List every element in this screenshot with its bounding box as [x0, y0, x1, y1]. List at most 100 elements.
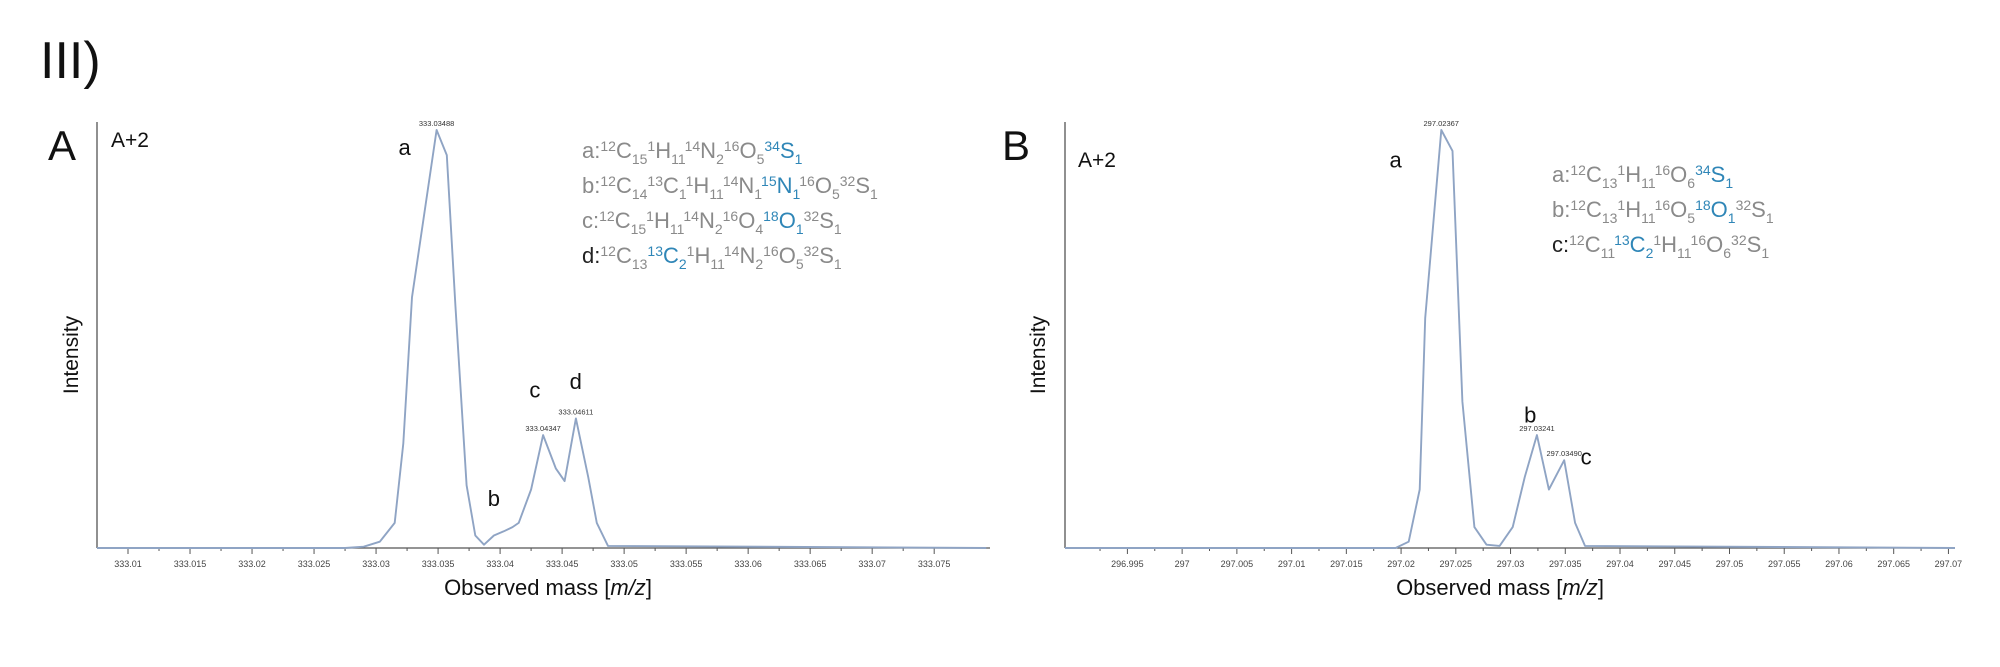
formula-part: 16: [1691, 232, 1707, 248]
formula-part: 16: [799, 173, 815, 189]
formula-part: 1: [795, 151, 803, 167]
x-tick-label: 297.07: [1935, 559, 1963, 569]
formula-part: O: [1670, 197, 1687, 222]
formula-part: 16: [1655, 197, 1671, 213]
corner-label-b: A+2: [1078, 149, 1116, 172]
formula-part: C: [616, 243, 632, 268]
formula-part: 1: [647, 138, 655, 154]
x-tick-label: 297.055: [1768, 559, 1801, 569]
formula-part: H: [655, 138, 671, 163]
panel-label-a: A: [48, 122, 76, 169]
x-tick-label: 297.06: [1825, 559, 1853, 569]
formula-part: 1: [686, 173, 694, 189]
formula-part: 32: [1736, 197, 1752, 213]
figure-label: III): [40, 32, 101, 90]
formula-part: 14: [683, 208, 699, 224]
formula-part: 1: [796, 221, 804, 237]
formula-part: 12: [600, 173, 616, 189]
formula-part: C: [1585, 232, 1601, 257]
formula-part: 11: [710, 256, 725, 272]
x-tick-label: 333.03: [362, 559, 390, 569]
formula-part: 1: [1653, 232, 1661, 248]
formula-part: O: [1670, 162, 1687, 187]
formula-part: 1: [834, 256, 842, 272]
x-tick-label: 333.05: [610, 559, 638, 569]
formula-part: 13: [647, 173, 663, 189]
x-tick-label: 333.065: [794, 559, 827, 569]
formula-part: 11: [670, 221, 685, 237]
formula-part: N: [777, 173, 793, 198]
formula-part: 16: [724, 138, 740, 154]
legend-entry-d: d:12C1313C21H1114N216O532S1: [582, 243, 842, 272]
formula-part: 15: [631, 221, 647, 237]
formula-part: b:: [1552, 197, 1570, 222]
formula-part: S: [1751, 197, 1766, 222]
formula-part: 12: [600, 138, 616, 154]
formula-part: 13: [1614, 232, 1630, 248]
formula-part: 4: [755, 221, 763, 237]
legend-a: a:12C151H1114N216O534S1b:12C1413C11H1114…: [582, 138, 878, 272]
formula-part: C: [663, 173, 679, 198]
formula-part: 16: [723, 208, 739, 224]
formula-part: C: [1630, 232, 1646, 257]
formula-part: 1: [1617, 197, 1625, 213]
formula-part: S: [855, 173, 870, 198]
formula-part: 14: [723, 173, 739, 189]
formula-part: 32: [804, 208, 820, 224]
formula-part: 5: [757, 151, 765, 167]
formula-part: 12: [1570, 162, 1586, 178]
formula-part: S: [780, 138, 795, 163]
x-tick-label: 297.025: [1440, 559, 1473, 569]
formula-part: 12: [599, 208, 615, 224]
x-tick-label: 297.005: [1221, 559, 1254, 569]
formula-part: O: [779, 208, 796, 233]
formula-part: 15: [761, 173, 777, 189]
x-tick-label: 333.04: [486, 559, 514, 569]
x-tick-label: 333.015: [174, 559, 207, 569]
peak-mass-label: 297.02367: [1424, 119, 1459, 128]
x-axis-label-b: Observed mass [m/z]: [1396, 575, 1604, 600]
formula-part: N: [739, 243, 755, 268]
formula-part: 5: [832, 186, 840, 202]
formula-part: 13: [1602, 210, 1618, 226]
x-axis-label-text: Observed mass: [1396, 575, 1550, 600]
formula-part: 34: [764, 138, 780, 154]
formula-part: O: [815, 173, 832, 198]
peak-letter-a: a: [398, 135, 411, 160]
x-axis-label-text: Observed mass: [444, 575, 598, 600]
formula-part: O: [1711, 197, 1728, 222]
formula-part: S: [819, 208, 834, 233]
formula-part: 18: [763, 208, 779, 224]
y-axis-label-b: Intensity: [1027, 315, 1050, 394]
formula-part: c:: [1552, 232, 1569, 257]
formula-part: 32: [840, 173, 856, 189]
legend-entry-b: b:12C1413C11H1114N115N116O532S1: [582, 173, 878, 202]
formula-part: H: [1625, 162, 1641, 187]
formula-part: 12: [1570, 197, 1586, 213]
formula-part: 11: [1641, 175, 1656, 191]
formula-part: 1: [1725, 175, 1733, 191]
formula-part: N: [700, 138, 716, 163]
formula-part: C: [663, 243, 679, 268]
formula-part: H: [1661, 232, 1677, 257]
panel-b: B A+2 Intensity Observed mass [m/z] 296.…: [1002, 119, 1962, 600]
formula-part: 34: [1695, 162, 1711, 178]
formula-part: N: [699, 208, 715, 233]
x-tick-label: 296.995: [1111, 559, 1144, 569]
x-tick-label: 297.045: [1658, 559, 1691, 569]
peak-letter-c: c: [529, 378, 540, 403]
formula-part: b:: [582, 173, 600, 198]
formula-part: C: [1586, 197, 1602, 222]
peak-mass-label: 333.04611: [558, 407, 593, 416]
peak-letter-b: b: [488, 486, 500, 511]
x-tick-label: 297.065: [1877, 559, 1910, 569]
formula-part: S: [819, 243, 834, 268]
formula-part: 1: [870, 186, 878, 202]
x-tick-label: 333.045: [546, 559, 579, 569]
formula-part: H: [1625, 197, 1641, 222]
x-tick-label: 333.06: [734, 559, 762, 569]
x-tick-label: 333.025: [298, 559, 331, 569]
plot-area-b: 296.995 297 297.005 297.01 297.015 297.02 297.…: [1064, 119, 1963, 569]
x-tick-label: 333.075: [918, 559, 951, 569]
